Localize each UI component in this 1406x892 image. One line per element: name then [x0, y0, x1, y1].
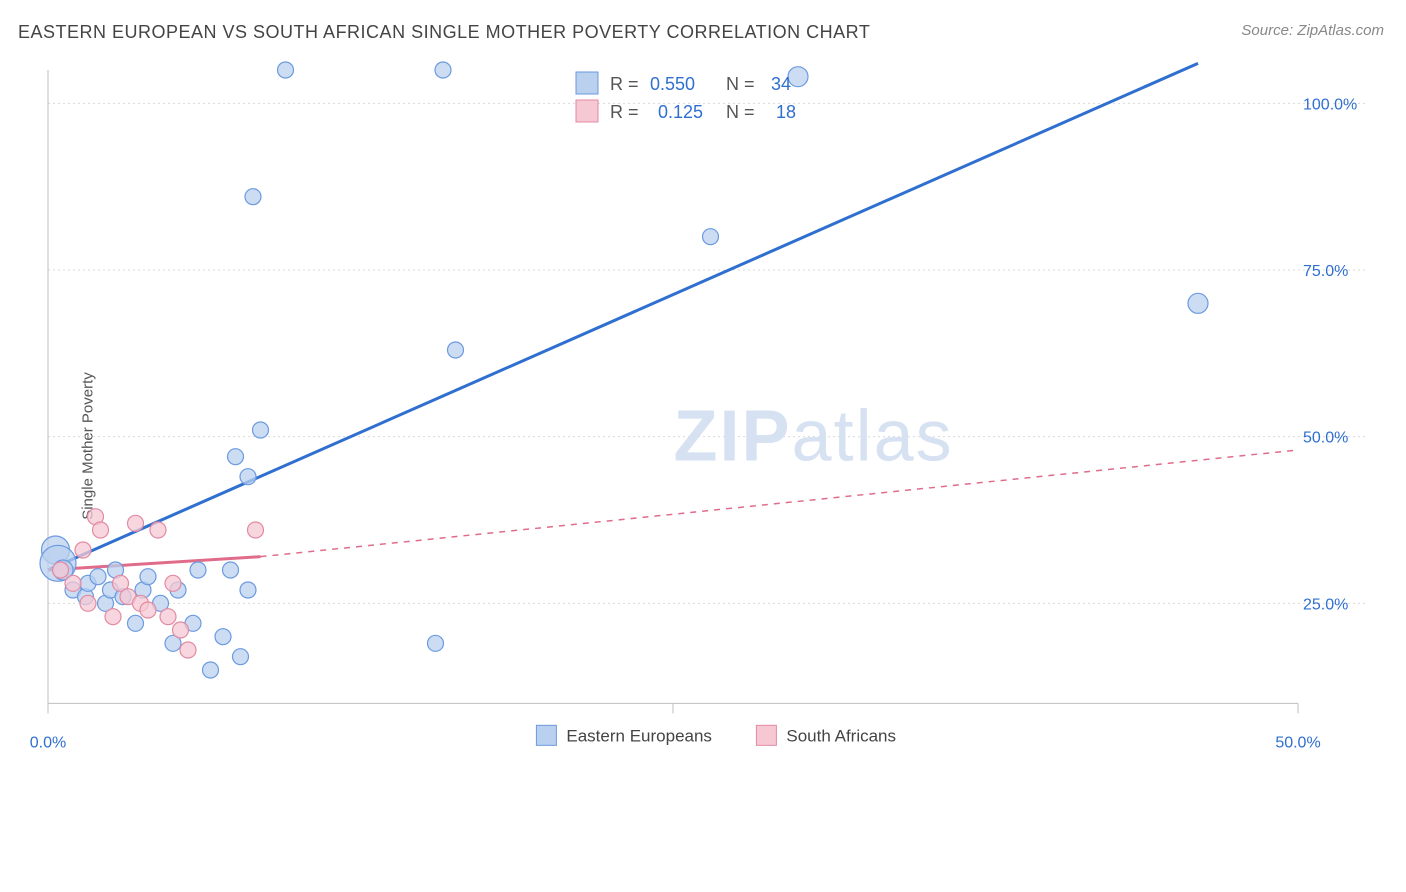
point-a: [1188, 293, 1208, 313]
corr-r-value-b: 0.125: [658, 102, 703, 122]
legend-label-a: Eastern Europeans: [566, 726, 712, 745]
x-tick-label: 0.0%: [30, 734, 66, 751]
point-b: [75, 542, 91, 558]
point-b: [248, 522, 264, 538]
point-b: [105, 609, 121, 625]
point-a: [215, 629, 231, 645]
legend-swatch-b: [756, 725, 776, 745]
point-a: [253, 422, 269, 438]
corr-n-value-b: 18: [776, 102, 796, 122]
y-tick-label: 50.0%: [1303, 430, 1348, 447]
trend-line-a: [48, 63, 1198, 570]
corr-swatch-b: [576, 100, 598, 122]
corr-swatch-a: [576, 72, 598, 94]
point-a: [245, 189, 261, 205]
corr-n-label-a: N =: [726, 74, 755, 94]
chart-title: EASTERN EUROPEAN VS SOUTH AFRICAN SINGLE…: [18, 22, 870, 43]
point-b: [180, 642, 196, 658]
point-b: [80, 595, 96, 611]
point-b: [53, 562, 69, 578]
point-a: [233, 649, 249, 665]
point-a: [90, 569, 106, 585]
point-a: [428, 635, 444, 651]
point-b: [128, 515, 144, 531]
point-a: [435, 62, 451, 78]
corr-r-label-a: R =: [610, 74, 639, 94]
source-value: ZipAtlas.com: [1297, 22, 1384, 39]
point-a: [240, 469, 256, 485]
point-b: [150, 522, 166, 538]
point-b: [65, 575, 81, 591]
point-b: [165, 575, 181, 591]
point-a: [223, 562, 239, 578]
corr-r-value-a: 0.550: [650, 74, 695, 94]
y-tick-label: 75.0%: [1303, 263, 1348, 280]
y-tick-label: 100.0%: [1303, 96, 1357, 113]
point-a: [128, 615, 144, 631]
point-a: [448, 342, 464, 358]
source-label: Source:: [1241, 22, 1293, 39]
point-a: [703, 229, 719, 245]
point-a: [190, 562, 206, 578]
corr-n-value-a: 34: [771, 74, 791, 94]
point-b: [93, 522, 109, 538]
point-a: [140, 569, 156, 585]
corr-r-label-b: R =: [610, 102, 639, 122]
scatter-plot: 25.0%50.0%75.0%100.0%ZIPatlas0.0%50.0%R …: [48, 60, 1368, 830]
x-tick-label: 50.0%: [1275, 734, 1320, 751]
legend-label-b: South Africans: [786, 726, 896, 745]
point-a: [203, 662, 219, 678]
legend-swatch-a: [536, 725, 556, 745]
point-b: [140, 602, 156, 618]
watermark: ZIPatlas: [674, 396, 954, 476]
corr-n-label-b: N =: [726, 102, 755, 122]
source-attribution: Source: ZipAtlas.com: [1241, 22, 1384, 39]
plot-svg: 25.0%50.0%75.0%100.0%ZIPatlas0.0%50.0%R …: [48, 60, 1368, 830]
point-b: [173, 622, 189, 638]
y-tick-label: 25.0%: [1303, 596, 1348, 613]
point-a: [228, 449, 244, 465]
point-a: [278, 62, 294, 78]
point-b: [160, 609, 176, 625]
point-a: [240, 582, 256, 598]
